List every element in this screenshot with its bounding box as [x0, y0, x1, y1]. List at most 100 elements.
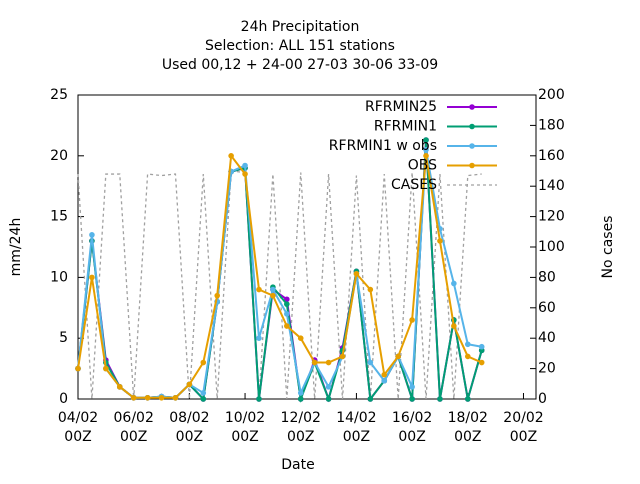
y2-tick-label: 160 [538, 148, 565, 164]
y2-tick-label: 60 [538, 300, 556, 316]
legend-label: RFRMIN25 [365, 99, 437, 115]
x-tick-label: 00Z [176, 429, 203, 445]
y2-tick-label: 140 [538, 178, 565, 194]
data-point [311, 359, 318, 366]
legend-marker [469, 162, 475, 169]
y-tick-label: 0 [59, 391, 68, 407]
data-point [89, 232, 95, 238]
x-tick-label: 12/02 [281, 410, 321, 426]
legend-label: CASES [391, 177, 437, 193]
data-point [256, 396, 262, 402]
data-point [130, 394, 137, 401]
data-point [256, 286, 262, 293]
series-line [77, 170, 482, 400]
data-point [464, 341, 471, 348]
data-point [200, 359, 207, 366]
y2-axis-label: No cases [600, 216, 616, 279]
y-tick-label: 15 [50, 209, 68, 225]
data-point [200, 390, 207, 396]
x-tick-label: 00Z [64, 429, 91, 445]
data-point [270, 292, 276, 299]
legend-label: RFRMIN1 w obs [329, 138, 437, 154]
data-point [409, 396, 415, 402]
x-tick-label: 00Z [454, 429, 481, 445]
y2-tick-label: 0 [538, 391, 547, 407]
data-point [367, 359, 374, 366]
data-point [228, 153, 234, 159]
data-point [381, 371, 388, 378]
data-point [297, 335, 304, 342]
data-point [200, 396, 207, 402]
x-tick-label: 00Z [287, 429, 314, 445]
x-tick-label: 00Z [510, 429, 537, 445]
y2-tick-label: 20 [538, 361, 556, 377]
data-point [242, 162, 248, 169]
x-tick-label: 10/02 [225, 410, 265, 426]
x-tick-label: 20/02 [503, 410, 543, 426]
data-point [409, 317, 415, 323]
data-point [284, 323, 290, 329]
x-tick-label: 08/02 [169, 410, 209, 426]
data-point [451, 280, 457, 287]
y2-tick-label: 180 [538, 117, 565, 133]
y2-tick-label: 200 [538, 87, 565, 103]
legend-label: RFRMIN1 [374, 119, 437, 135]
data-point [89, 274, 95, 281]
data-point [144, 394, 151, 401]
data-point [297, 396, 304, 402]
data-point [325, 396, 332, 402]
x-tick-label: 16/02 [392, 410, 432, 426]
y2-tick-label: 40 [538, 330, 556, 346]
data-point [116, 384, 123, 390]
data-point [172, 394, 179, 401]
y2-tick-label: 80 [538, 269, 556, 285]
legend-marker [469, 123, 475, 130]
x-tick-label: 18/02 [448, 410, 488, 426]
data-point [464, 396, 471, 402]
data-point [325, 384, 332, 390]
data-point [395, 353, 401, 360]
data-point [367, 286, 374, 293]
y2-tick-label: 120 [538, 209, 565, 225]
data-point [367, 396, 374, 402]
x-tick-label: 00Z [231, 429, 258, 445]
y-axis-label: mm/24h [8, 218, 24, 277]
data-point [158, 394, 165, 401]
data-point [409, 384, 415, 390]
legend-marker [469, 143, 475, 149]
data-point [186, 381, 193, 388]
data-point [423, 146, 429, 153]
data-point [297, 390, 304, 396]
data-point [478, 359, 485, 366]
x-tick-label: 00Z [343, 429, 370, 445]
data-point [284, 311, 290, 317]
data-point [339, 353, 346, 360]
legend-label: OBS [408, 158, 437, 174]
y-tick-label: 5 [59, 330, 68, 346]
data-point [103, 365, 109, 372]
data-point [381, 377, 388, 384]
data-point [464, 353, 471, 360]
y-tick-label: 25 [50, 87, 68, 103]
y-tick-label: 20 [50, 148, 68, 164]
data-point [423, 137, 429, 143]
chart-title: 24h Precipitation [241, 19, 360, 35]
x-tick-label: 06/02 [114, 410, 154, 426]
data-point [437, 238, 443, 244]
x-tick-label: 00Z [120, 429, 147, 445]
y-tick-label: 10 [50, 269, 68, 285]
chart-subtitle: Selection: ALL 151 stations [205, 38, 395, 54]
data-point [214, 292, 221, 299]
x-tick-label: 14/02 [336, 410, 376, 426]
data-point [451, 323, 457, 329]
data-point [353, 270, 360, 277]
x-tick-label: 00Z [398, 429, 425, 445]
data-point [423, 153, 429, 159]
data-point [437, 396, 443, 402]
data-point [270, 286, 276, 293]
x-axis-label: Date [281, 457, 314, 473]
data-point [284, 301, 290, 307]
chart-subtitle: Used 00,12 + 24-00 27-03 30-06 33-09 [162, 57, 438, 73]
data-point [242, 171, 248, 177]
